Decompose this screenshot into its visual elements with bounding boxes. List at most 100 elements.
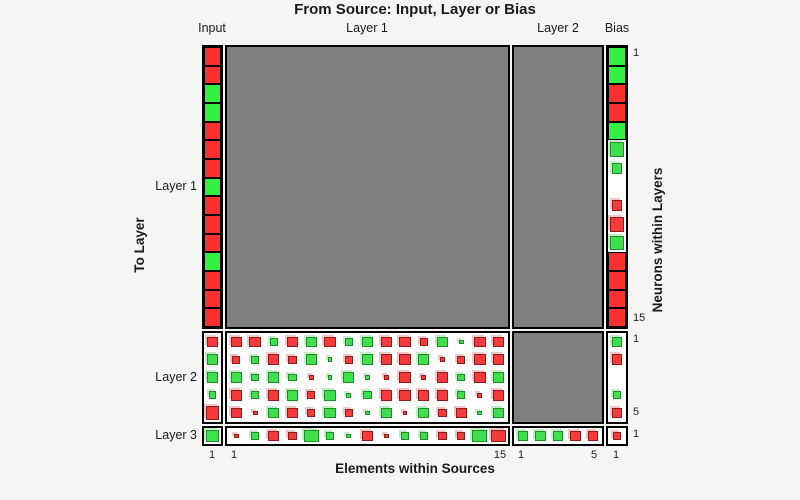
weight-cell [608,252,626,271]
bias-layer3 [606,426,628,446]
positive-weight-square [419,432,428,440]
weight-cell [608,428,626,444]
row-label-layer3: Layer 3 [155,428,197,442]
source-header-input: Input [198,21,226,35]
positive-weight-square [477,410,483,416]
weight-cell [204,121,221,141]
x-tick-layer1-1: 1 [230,449,238,461]
bias-layer2 [606,331,628,424]
weight-cell [433,351,452,369]
negative-weight-square [608,289,626,309]
positive-weight-square [305,354,317,366]
positive-weight-square [608,65,626,85]
weight-cell [246,369,265,387]
weight-cell [414,351,433,369]
positive-weight-square [361,354,374,366]
y-axis-label-left: To Layer [132,217,147,273]
weight-cell [608,333,626,351]
negative-weight-square [491,429,507,443]
weight-cell [414,386,433,404]
positive-weight-square [344,337,353,346]
weight-cell [227,428,246,444]
weight-cell [321,333,340,351]
weight-cell [489,404,508,422]
positive-weight-square [208,391,217,400]
weight-cell [608,215,626,234]
source-header-layer1: Layer 1 [346,21,388,35]
weight-cell [264,404,283,422]
negative-weight-square [608,308,626,327]
weight-cell [339,351,358,369]
no-connection-layer1-from-layer2 [512,45,604,329]
negative-weight-square [608,102,626,122]
positive-weight-square [269,337,278,346]
negative-weight-square [286,407,299,419]
positive-weight-square [363,391,372,400]
weight-cell [283,369,302,387]
weight-cell [246,404,265,422]
negative-weight-square [204,289,221,309]
weight-cell [321,386,340,404]
positive-weight-square [608,47,626,66]
x-axis-label: Elements within Sources [335,461,495,476]
negative-weight-square [421,375,427,380]
positive-weight-square [361,336,374,348]
weight-cell [204,84,221,103]
weight-cell [567,428,585,444]
weight-cell [283,333,302,351]
weight-cell [204,196,221,215]
negative-weight-square [230,336,242,348]
negative-weight-square [474,372,486,383]
weight-cell [396,386,415,404]
negative-weight-square [307,409,316,417]
weight-cell [264,369,283,387]
negative-weight-square [232,355,241,364]
y-tick-layer3-1: 1 [633,428,640,440]
positive-weight-square [205,429,220,443]
weight-cell [339,404,358,422]
negative-weight-square [268,389,280,401]
positive-weight-square [250,391,260,400]
positive-weight-square [535,431,546,441]
positive-weight-square [608,121,626,141]
negative-weight-square [233,433,239,439]
negative-weight-square [457,355,466,364]
weight-cell [358,351,377,369]
x-tick-layer2-1: 1 [517,449,525,461]
positive-weight-square [324,389,336,401]
negative-weight-square [307,391,316,400]
weight-cell [414,333,433,351]
weight-cell [358,386,377,404]
weight-cell [377,404,396,422]
positive-weight-square [609,235,625,251]
positive-weight-square [472,429,488,443]
weight-cell [302,333,321,351]
weights-layer2-from-input [202,331,223,424]
negative-weight-square [402,410,408,416]
negative-weight-square [608,84,626,103]
weights-layer3-from-layer1 [225,426,510,446]
weight-cell [584,428,602,444]
weights-layer1-from-input [202,45,223,329]
negative-weight-square [230,389,242,401]
positive-weight-square [204,84,221,103]
weight-cell [358,369,377,387]
weight-cell [489,351,508,369]
weight-cell [339,428,358,444]
positive-weight-square [343,372,355,383]
weight-cell [452,333,471,351]
positive-weight-square [207,354,218,366]
weight-cell [471,386,490,404]
negative-weight-square [288,432,297,440]
negative-weight-square [570,431,581,441]
weight-cell [608,159,626,178]
weights-layer3-from-input [202,426,223,446]
positive-weight-square [286,389,299,401]
positive-weight-square [327,357,333,362]
weight-cell [608,289,626,309]
negative-weight-square [344,355,353,364]
weight-cell [227,351,246,369]
negative-weight-square [252,410,258,416]
weight-cell [608,351,626,369]
weight-cell [489,428,508,444]
